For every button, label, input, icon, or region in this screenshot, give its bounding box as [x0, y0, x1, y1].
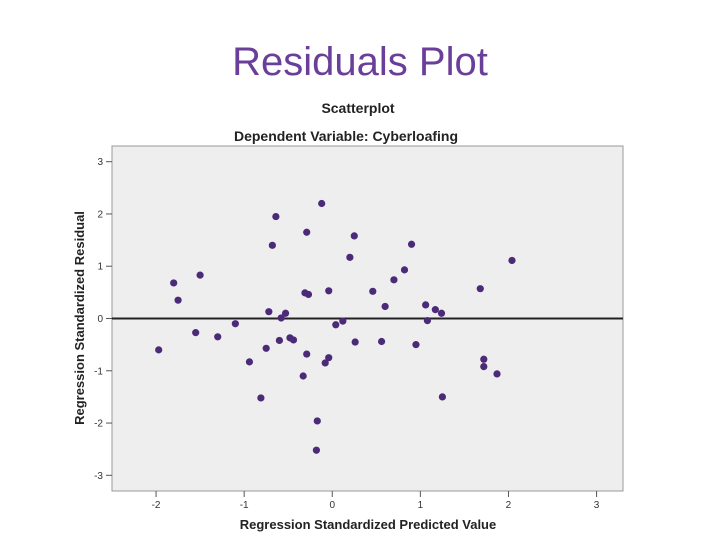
y-tick-label: -1 [94, 366, 103, 377]
scatter-point [437, 309, 446, 317]
scatter-point [476, 285, 484, 293]
scatter-point [350, 232, 358, 240]
scatter-point [325, 354, 333, 362]
scatter-point [480, 362, 488, 371]
scatter-point [312, 446, 320, 454]
scatter-point [508, 256, 516, 265]
scatter-point [275, 336, 283, 345]
x-axis-label: Regression Standardized Predicted Value [240, 517, 496, 532]
x-tick-label: 0 [329, 500, 335, 511]
x-axis: -2 -1 0 1 2 3 [152, 491, 600, 511]
y-tick-label: -2 [94, 419, 103, 430]
scatter-point [377, 337, 386, 346]
x-tick-label: 1 [418, 500, 424, 511]
y-tick-label: 2 [97, 209, 103, 220]
scatter-point [192, 329, 200, 337]
y-axis: 3 2 1 0 -1 -2 -3 [94, 157, 112, 482]
chart-subtitle: Dependent Variable: Cyberloafing [234, 128, 458, 144]
scatter-point [245, 358, 254, 366]
scatter-point [272, 212, 280, 221]
x-tick-label: 2 [506, 500, 512, 511]
chart-title: Scatterplot [321, 100, 394, 116]
scatter-point [303, 350, 311, 358]
scatter-point [174, 296, 182, 304]
scatter-point [480, 355, 488, 363]
scatter-point [423, 316, 432, 325]
scatter-point [407, 240, 416, 248]
scatter-point [262, 344, 270, 352]
scatter-point [304, 290, 313, 299]
scatter-point [196, 271, 204, 279]
scatter-point [351, 338, 359, 346]
scatter-point [265, 308, 273, 316]
scatter-point [155, 346, 163, 354]
scatter-point [339, 317, 347, 325]
scatter-point [422, 301, 430, 309]
scatter-point [318, 199, 326, 208]
x-tick-label: 3 [594, 500, 600, 511]
y-axis-label: Regression Standardized Residual [72, 211, 87, 425]
scatter-point [369, 287, 377, 295]
scatter-point [325, 287, 333, 295]
scatter-point [214, 333, 222, 341]
scatter-point [277, 314, 285, 322]
scatter-point [281, 309, 290, 317]
slide-title: Residuals Plot [232, 40, 488, 84]
scatter-point [346, 253, 354, 261]
x-tick-label: -1 [240, 500, 249, 511]
y-tick-label: 0 [97, 314, 103, 325]
scatter-point [381, 302, 389, 311]
data-points [155, 199, 516, 454]
scatter-point [438, 393, 446, 401]
y-tick-label: -3 [94, 471, 103, 482]
scatter-point [170, 279, 178, 287]
x-tick-label: -2 [152, 500, 161, 511]
scatter-point [431, 306, 439, 314]
scatter-point [231, 320, 239, 328]
scatter-point [289, 336, 298, 344]
scatter-point [390, 276, 398, 284]
scatter-point [412, 341, 420, 349]
y-tick-label: 3 [97, 157, 103, 168]
scatter-point [321, 359, 329, 367]
scatter-point [299, 372, 307, 380]
scatter-point [268, 241, 276, 249]
y-tick-label: 1 [97, 262, 103, 273]
scatter-point [313, 417, 321, 425]
scatter-point [257, 394, 265, 402]
scatter-point [303, 228, 311, 236]
scatter-point [400, 266, 409, 274]
scatter-point [493, 370, 501, 378]
scatter-point [332, 321, 340, 329]
